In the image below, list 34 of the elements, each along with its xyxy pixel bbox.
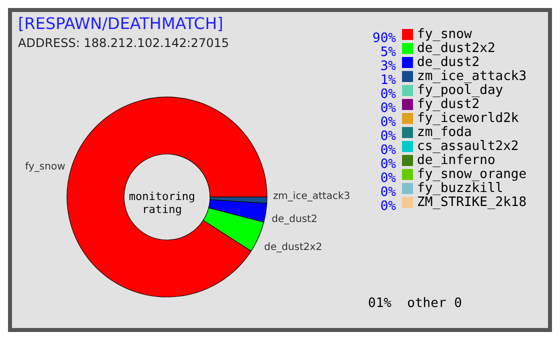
legend-label: fy_snow_orange <box>417 167 527 182</box>
legend-label: ZM_STRIKE_2k18 <box>417 195 527 210</box>
text: monitoring rating <box>128 190 196 216</box>
legend-label: cs_assault2x2 <box>417 139 519 154</box>
legend-label: fy_dust2 <box>417 97 480 112</box>
legend-label: zm_ice_attack3 <box>417 69 527 84</box>
legend-label: de_dust2x2 <box>417 41 496 56</box>
legend-label: fy_snow <box>417 27 472 42</box>
text: 0% <box>380 171 396 186</box>
text: 0% <box>380 143 396 158</box>
text: 01% other 0 <box>368 296 463 311</box>
legend-label: fy_pool_day <box>417 83 504 98</box>
data-label: 1% <box>379 73 396 88</box>
data-label: 90% <box>372 31 396 46</box>
legend-label: de_inferno <box>417 153 496 168</box>
chart-title: [RESPAWN/DEATHMATCH] <box>18 14 224 33</box>
text: 0% <box>380 199 396 214</box>
text: ADDRESS: 188.212.102.142:27015 <box>18 36 229 50</box>
text: 0% <box>380 115 396 130</box>
slice-label: de_dust2x2 <box>264 242 322 253</box>
legend-label: zm_foda <box>417 125 472 140</box>
text: 0% <box>380 185 396 200</box>
legend-label: fy_iceworld2k <box>417 111 519 126</box>
text: 0% <box>380 87 396 102</box>
slice-label: zm_ice_attack3 <box>272 190 350 202</box>
data-label: 3% <box>379 59 396 74</box>
text: 0% <box>380 101 396 116</box>
text: 0% <box>380 157 396 172</box>
legend-label: de_dust2 <box>417 55 480 70</box>
text: 0% <box>380 129 396 144</box>
data-label: 5% <box>379 45 396 60</box>
legend-label: fy_buzzkill <box>417 181 504 196</box>
slice-label: de_dust2 <box>272 214 318 226</box>
slice-label: fy_snow <box>25 162 66 173</box>
